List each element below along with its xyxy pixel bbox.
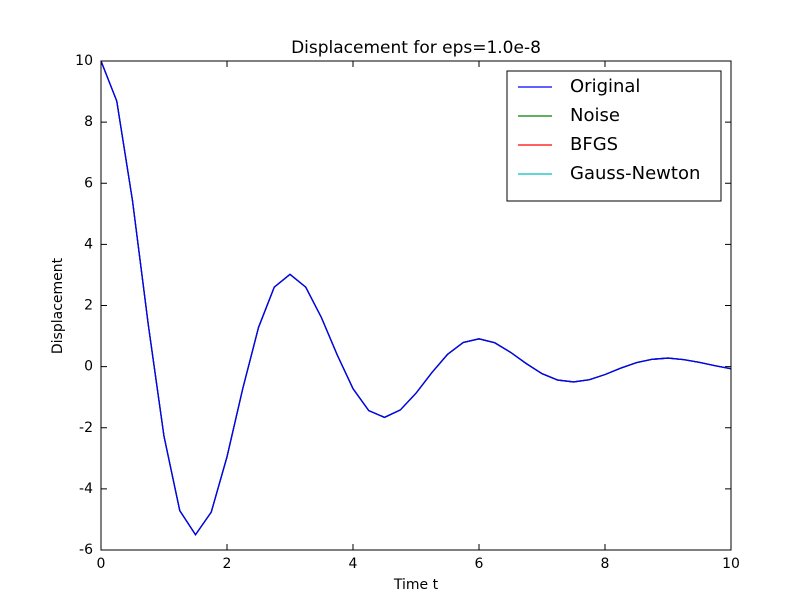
legend-label: Noise — [570, 105, 620, 126]
chart-title: Displacement for eps=1.0e-8 — [291, 38, 541, 58]
x-tick-label: 4 — [349, 556, 358, 572]
legend-box — [506, 70, 722, 202]
x-tick-label: 2 — [223, 556, 232, 572]
y-tick-label: 8 — [84, 114, 93, 130]
y-tick-label: 6 — [84, 175, 93, 191]
x-axis-label: Time t — [393, 577, 439, 593]
plot-frame — [100, 60, 732, 551]
x-tick-label: 0 — [97, 556, 106, 572]
y-tick-label: 10 — [75, 53, 93, 69]
y-tick-label: 4 — [84, 236, 93, 252]
legend-label: Original — [570, 76, 640, 97]
y-tick-label: -6 — [79, 542, 93, 558]
y-tick-label: -2 — [79, 420, 93, 436]
legend-label: BFGS — [570, 134, 618, 155]
x-tick-label: 10 — [722, 556, 740, 572]
y-axis-label: Displacement — [50, 257, 66, 354]
y-tick-label: -4 — [79, 481, 93, 497]
legend-label: Gauss-Newton — [570, 163, 700, 184]
x-tick-label: 8 — [601, 556, 610, 572]
x-tick-label: 6 — [475, 556, 484, 572]
y-tick-label: 2 — [84, 298, 93, 314]
y-tick-label: 0 — [84, 359, 93, 375]
series-line — [100, 60, 732, 536]
